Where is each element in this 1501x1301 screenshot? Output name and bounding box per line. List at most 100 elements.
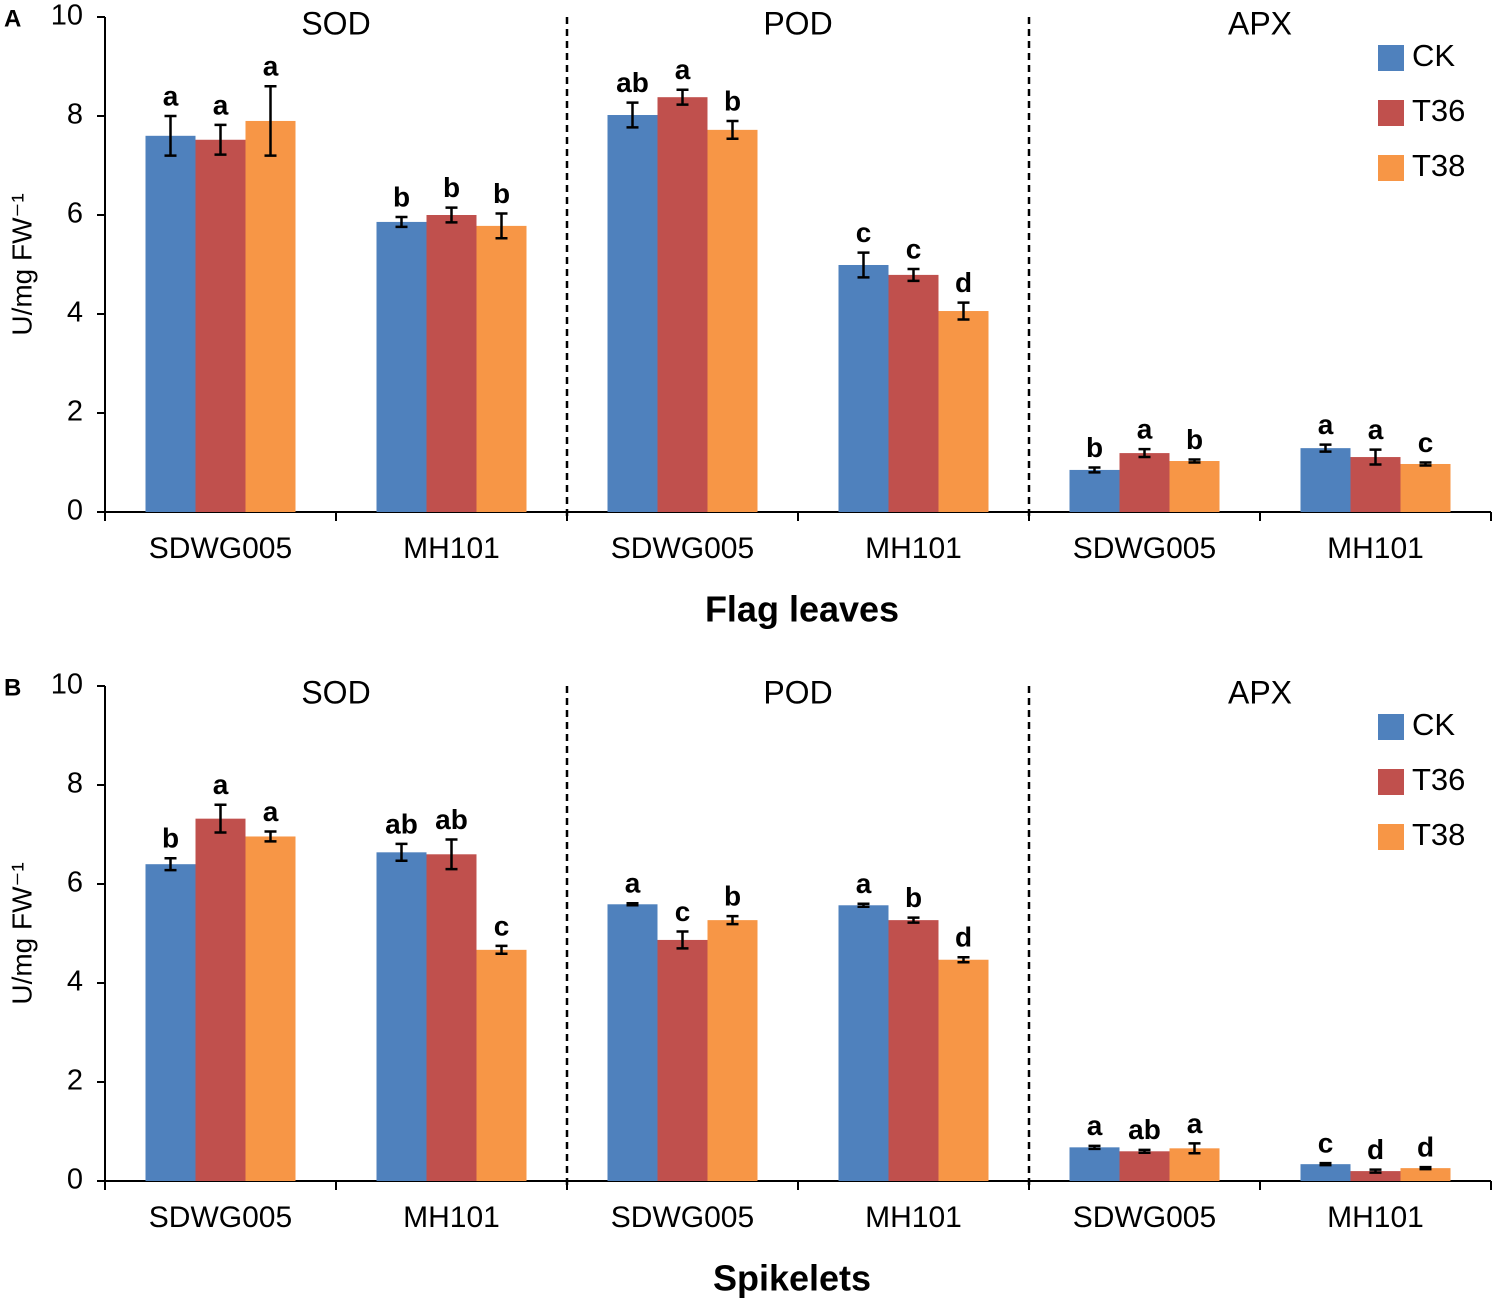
error-bar bbox=[214, 803, 227, 834]
legend-label: T38 bbox=[1412, 148, 1465, 183]
bar bbox=[1300, 1164, 1351, 1181]
legend-label: T36 bbox=[1412, 93, 1465, 128]
significance-letter: c bbox=[906, 233, 922, 264]
significance-letter: d bbox=[955, 267, 972, 298]
significance-letter: a bbox=[1318, 409, 1334, 440]
y-tick-label: 0 bbox=[67, 495, 83, 527]
y-tick-label: 6 bbox=[67, 867, 83, 899]
bar bbox=[838, 905, 889, 1181]
bar bbox=[245, 120, 296, 512]
y-tick-label: 4 bbox=[67, 966, 83, 998]
bar bbox=[888, 274, 939, 512]
error-bar bbox=[395, 215, 408, 229]
significance-letter: d bbox=[1367, 1134, 1384, 1165]
x-axis-label: Flag leaves bbox=[705, 589, 899, 630]
legend-swatch bbox=[1378, 714, 1404, 740]
bar bbox=[1350, 457, 1401, 512]
y-tick-label: 8 bbox=[67, 99, 83, 131]
y-tick-label: 2 bbox=[67, 1065, 83, 1097]
legend-swatch bbox=[1378, 155, 1404, 181]
significance-letter: a bbox=[856, 868, 872, 899]
panel-label: A bbox=[4, 5, 21, 32]
significance-letter: b bbox=[724, 85, 741, 116]
bar bbox=[476, 225, 527, 512]
legend-label: T36 bbox=[1412, 762, 1465, 797]
significance-letter: b bbox=[162, 823, 179, 854]
group-title: SOD bbox=[301, 674, 370, 710]
bar bbox=[145, 135, 196, 513]
error-bar bbox=[1319, 443, 1332, 453]
significance-letter: b bbox=[1086, 432, 1103, 463]
significance-letter: a bbox=[675, 54, 691, 85]
error-bar bbox=[626, 101, 639, 129]
legend-swatch bbox=[1378, 824, 1404, 850]
error-bar bbox=[395, 842, 408, 862]
significance-letter: b bbox=[905, 882, 922, 913]
significance-letter: b bbox=[1186, 424, 1203, 455]
bar bbox=[476, 949, 527, 1181]
bar bbox=[1119, 453, 1170, 512]
significance-letter: b bbox=[443, 172, 460, 203]
bar bbox=[195, 818, 246, 1181]
legend-swatch bbox=[1378, 45, 1404, 71]
significance-letter: a bbox=[163, 80, 179, 111]
error-bar bbox=[857, 902, 870, 909]
bar bbox=[376, 852, 427, 1181]
error-bar bbox=[857, 251, 870, 279]
error-bar bbox=[164, 857, 177, 872]
significance-letter: a bbox=[263, 796, 279, 827]
error-bar bbox=[1319, 1161, 1332, 1167]
significance-letter: b bbox=[393, 181, 410, 212]
y-tick-label: 10 bbox=[51, 0, 83, 32]
significance-letter: ab bbox=[435, 804, 468, 835]
significance-letter: c bbox=[1318, 1128, 1334, 1159]
x-tick-label: MH101 bbox=[1327, 532, 1424, 565]
bar bbox=[195, 139, 246, 512]
y-tick-label: 8 bbox=[67, 768, 83, 800]
significance-letter: a bbox=[263, 51, 279, 82]
legend-label: T38 bbox=[1412, 817, 1465, 852]
significance-letter: a bbox=[213, 89, 229, 120]
significance-letter: ab bbox=[616, 67, 649, 98]
significance-letter: ab bbox=[1128, 1114, 1161, 1145]
bar bbox=[245, 836, 296, 1181]
bar bbox=[1069, 1147, 1120, 1181]
bar bbox=[426, 215, 477, 512]
error-bar bbox=[495, 212, 508, 240]
error-bar bbox=[214, 123, 227, 156]
error-bar bbox=[1369, 1168, 1382, 1174]
x-axis-label: Spikelets bbox=[713, 1258, 871, 1299]
y-tick-label: 2 bbox=[67, 396, 83, 428]
significance-letter: c bbox=[494, 910, 510, 941]
legend-swatch bbox=[1378, 769, 1404, 795]
bar bbox=[607, 904, 658, 1181]
y-axis-label: U/mg FW⁻¹ bbox=[6, 862, 37, 1004]
group-title: APX bbox=[1228, 674, 1292, 710]
error-bar bbox=[1188, 1142, 1201, 1155]
bar bbox=[1400, 463, 1451, 512]
bar bbox=[938, 959, 989, 1181]
significance-letter: ab bbox=[385, 808, 418, 839]
bar bbox=[707, 129, 758, 513]
error-bar bbox=[907, 916, 920, 924]
bar bbox=[888, 920, 939, 1181]
significance-letter: b bbox=[493, 178, 510, 209]
error-bar bbox=[676, 930, 689, 950]
group-title: POD bbox=[763, 674, 832, 710]
x-tick-label: SDWG005 bbox=[611, 532, 754, 565]
x-tick-label: MH101 bbox=[403, 1201, 500, 1234]
bar bbox=[657, 939, 708, 1181]
significance-letter: a bbox=[1187, 1108, 1203, 1139]
error-bar bbox=[907, 267, 920, 283]
error-bar bbox=[1419, 461, 1432, 467]
x-tick-label: MH101 bbox=[1327, 1201, 1424, 1234]
error-bar bbox=[676, 88, 689, 106]
y-tick-label: 6 bbox=[67, 198, 83, 230]
x-tick-label: SDWG005 bbox=[1073, 532, 1216, 565]
significance-letter: c bbox=[856, 217, 872, 248]
significance-letter: a bbox=[1368, 414, 1384, 445]
significance-letter: d bbox=[1417, 1132, 1434, 1163]
error-bar bbox=[626, 902, 639, 907]
error-bar bbox=[264, 830, 277, 843]
